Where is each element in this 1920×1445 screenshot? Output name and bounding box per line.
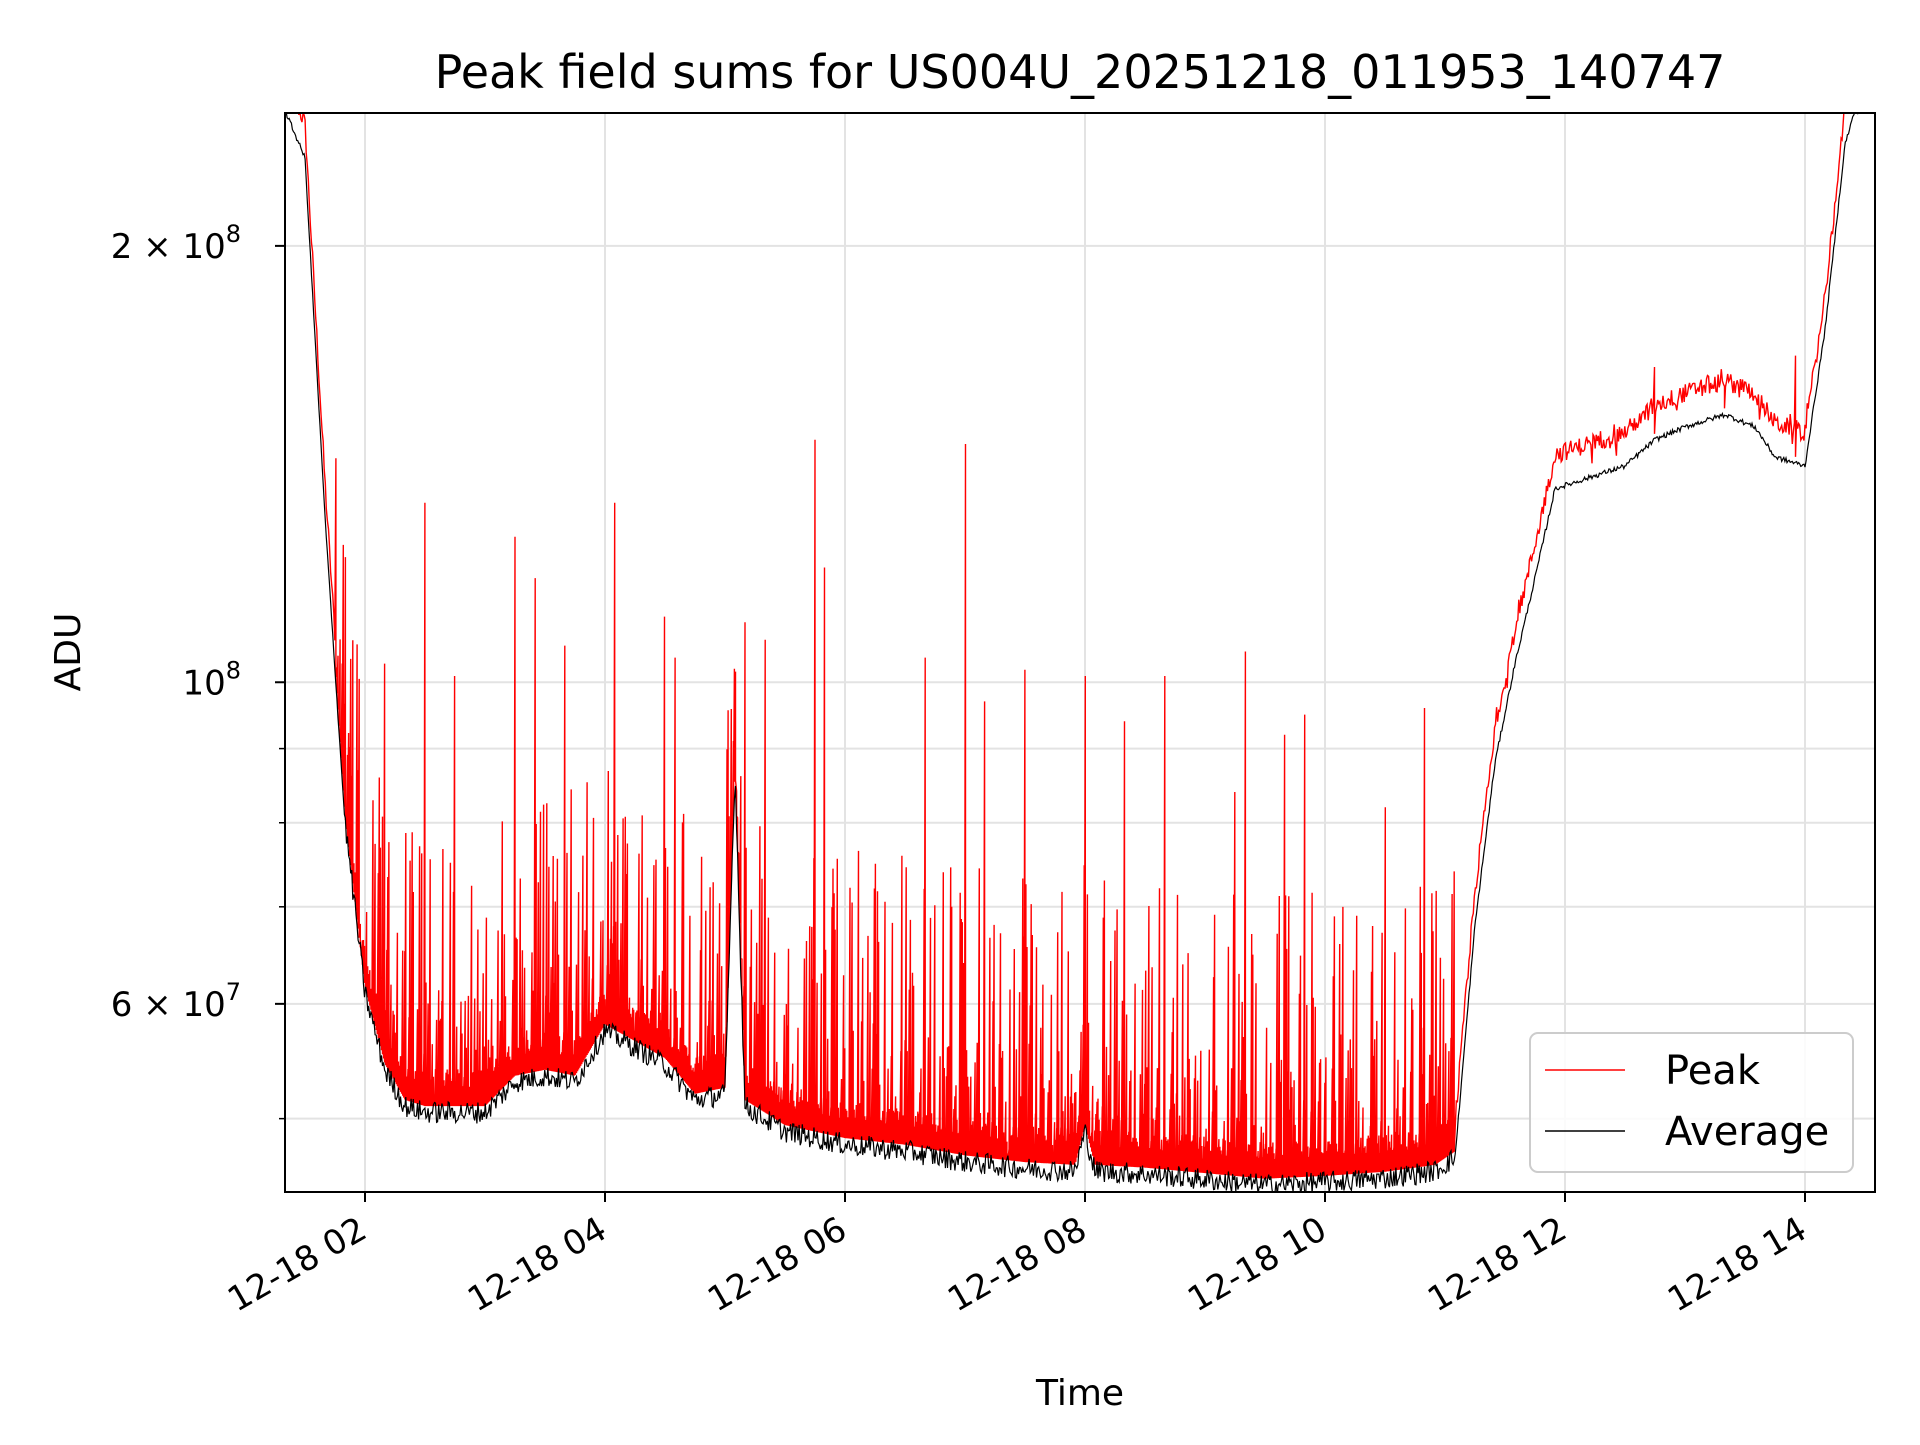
y-tick-label: 6 × 107 (111, 978, 241, 1025)
y-axis-label: ADU (48, 613, 89, 692)
chart-title: Peak field sums for US004U_20251218_0119… (435, 45, 1726, 99)
plot-series (285, 113, 1875, 1192)
legend-average-label: Average (1665, 1109, 1829, 1155)
legend-box (1529, 1032, 1854, 1173)
average-series-line (285, 113, 1875, 1192)
y-tick-label: 2 × 108 (111, 220, 241, 267)
legend: Peak Average (1529, 1032, 1854, 1173)
plot-frame (284, 112, 1876, 1193)
peak-series-line (297, 113, 1848, 1179)
x-axis-label: Time (1035, 1373, 1124, 1414)
plot-clip-group (285, 113, 1875, 1192)
legend-peak-label: Peak (1665, 1048, 1761, 1094)
grid (285, 113, 1875, 1192)
